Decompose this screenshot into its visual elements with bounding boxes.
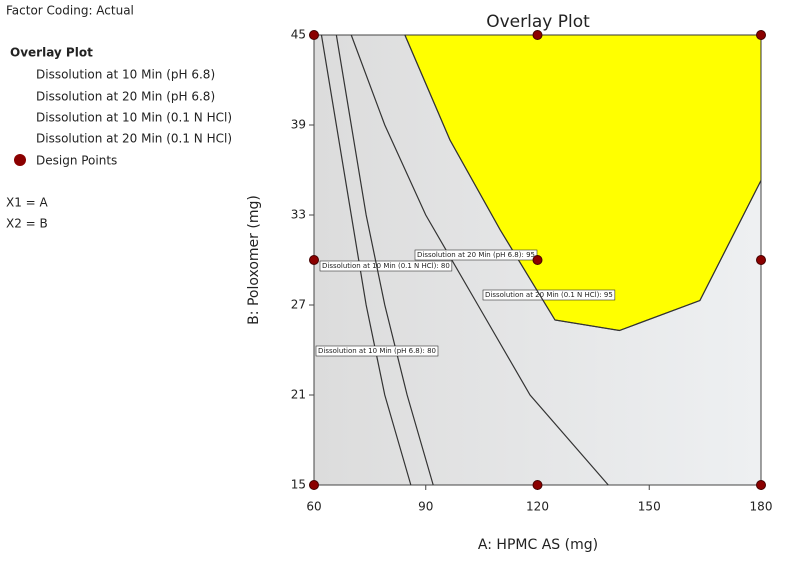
x-tick-label: 120 (526, 500, 549, 514)
design-point (532, 480, 543, 490)
design-point (756, 30, 766, 40)
y-tick-label: 33 (291, 208, 306, 222)
legend-entry: Dissolution at 10 Min (0.1 N HCl) (36, 111, 232, 125)
contour-label-box (414, 249, 538, 261)
y-tick-label: 15 (291, 478, 306, 492)
contour-line (335, 34, 434, 486)
design-point (532, 30, 543, 40)
contour-label-box (482, 289, 616, 301)
x-tick-label: 150 (638, 500, 661, 514)
contour-line (404, 34, 762, 332)
contour-label: Dissolution at 20 Min (pH 6.8): 95 (417, 251, 535, 259)
legend-entry: Dissolution at 20 Min (pH 6.8) (36, 90, 215, 104)
legend-entry: Design Points (36, 154, 117, 168)
x-tick-label: 90 (418, 500, 433, 514)
design-point (756, 480, 766, 490)
legend-title: Overlay Plot (10, 46, 93, 60)
y-tick-label: 39 (291, 118, 306, 132)
contour-label: Dissolution at 10 Min (pH 6.8): 80 (318, 347, 436, 355)
design-point (532, 255, 543, 265)
design-point (309, 480, 319, 490)
contour-label: Dissolution at 10 Min (0.1 N HCl): 80 (322, 262, 450, 270)
x-tick-label: 180 (750, 500, 773, 514)
design-point (756, 255, 766, 265)
x-tick-label: 60 (306, 500, 321, 514)
contour-label: Dissolution at 20 Min (0.1 N HCl): 95 (485, 291, 613, 299)
legend-entry: Dissolution at 20 Min (0.1 N HCl) (36, 132, 232, 146)
contour-line (320, 34, 412, 486)
y-axis-label: B: Poloxomer (mg) (246, 195, 262, 325)
legend-entry: Dissolution at 10 Min (pH 6.8) (36, 68, 215, 82)
design-point (309, 255, 319, 265)
legend-marker (14, 154, 26, 166)
contour-label-box (315, 345, 439, 357)
x-axis-label: A: HPMC AS (mg) (478, 537, 598, 553)
y-tick-label: 27 (291, 298, 306, 312)
chart-title: Overlay Plot (486, 12, 590, 32)
factor-coding: Factor Coding: Actual (6, 4, 134, 18)
factor-map: X2 = B (6, 217, 48, 231)
y-tick-label: 45 (291, 28, 306, 42)
y-tick-label: 21 (291, 388, 306, 402)
factor-map: X1 = A (6, 196, 49, 210)
design-point (309, 30, 319, 40)
contour-label-box (319, 260, 453, 272)
